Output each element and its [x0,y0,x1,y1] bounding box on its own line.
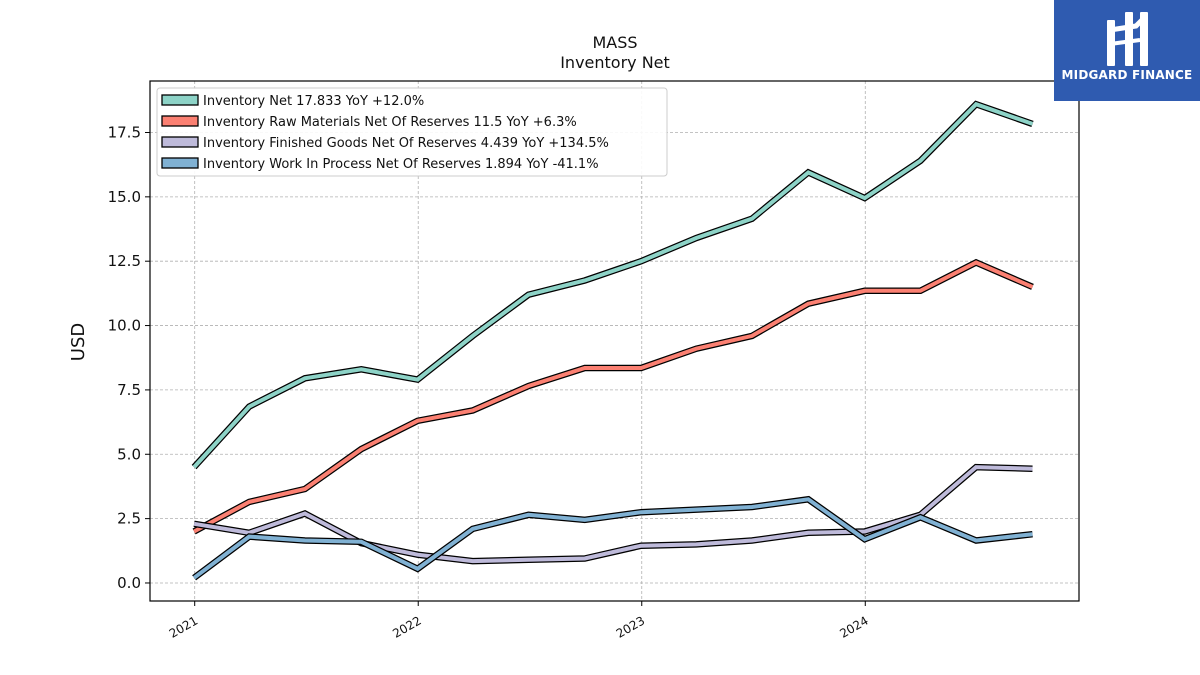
chart-title: MASS [592,33,637,52]
legend-swatch-0 [161,94,199,106]
y-tick-label: 10.0 [108,317,141,335]
tick-layer: 0.0 2.5 5.0 7.5 10.0 12.5 15.0 17.5 2021 2022 2023… [108,123,871,640]
y-axis-label: USD [68,323,89,361]
y-tick-label: 15.0 [108,188,141,206]
x-tick-label: 2024 [837,613,870,640]
y-tick-label: 0.0 [117,574,141,592]
series-outline-3 [192,495,1033,581]
brand-logo: MIDGARD FINANCE [1054,0,1200,101]
legend-box [156,87,668,177]
y-tick-label: 17.5 [108,123,141,141]
series-line-3 [192,497,1033,580]
y-tick-label: 5.0 [117,445,141,463]
series-line-0 [192,101,1034,469]
y-tick-label: 7.5 [117,381,141,399]
legend-swatch-3 [161,157,199,169]
legend-label-3: Inventory Work In Process Net Of Reserve… [203,157,599,172]
logo-text: MIDGARD FINANCE [1061,68,1193,82]
legend-label-1: Inventory Raw Materials Net Of Reserves … [203,115,577,130]
legend-label-0: Inventory Net 17.833 YoY +12.0% [203,94,424,109]
series-outline-1 [192,258,1034,535]
series-line-1 [193,260,1034,534]
legend-swatch-1 [161,115,199,127]
y-tick-label: 2.5 [117,510,141,528]
legend: Inventory Net 17.833 YoY +12.0% Inventory… [156,87,668,177]
line-layer [191,100,1034,581]
series-line-2 [193,465,1033,564]
x-tick-label: 2021 [167,613,200,640]
legend-swatch-2 [161,136,199,148]
x-tick-label: 2023 [614,613,647,640]
logo-mark-icon [1107,12,1148,66]
y-tick-label: 12.5 [108,252,141,270]
x-tick-label: 2022 [390,613,423,640]
chart-subtitle: Inventory Net [560,53,670,72]
plot-frame [149,80,1080,602]
legend-label-2: Inventory Finished Goods Net Of Reserves… [203,136,609,151]
